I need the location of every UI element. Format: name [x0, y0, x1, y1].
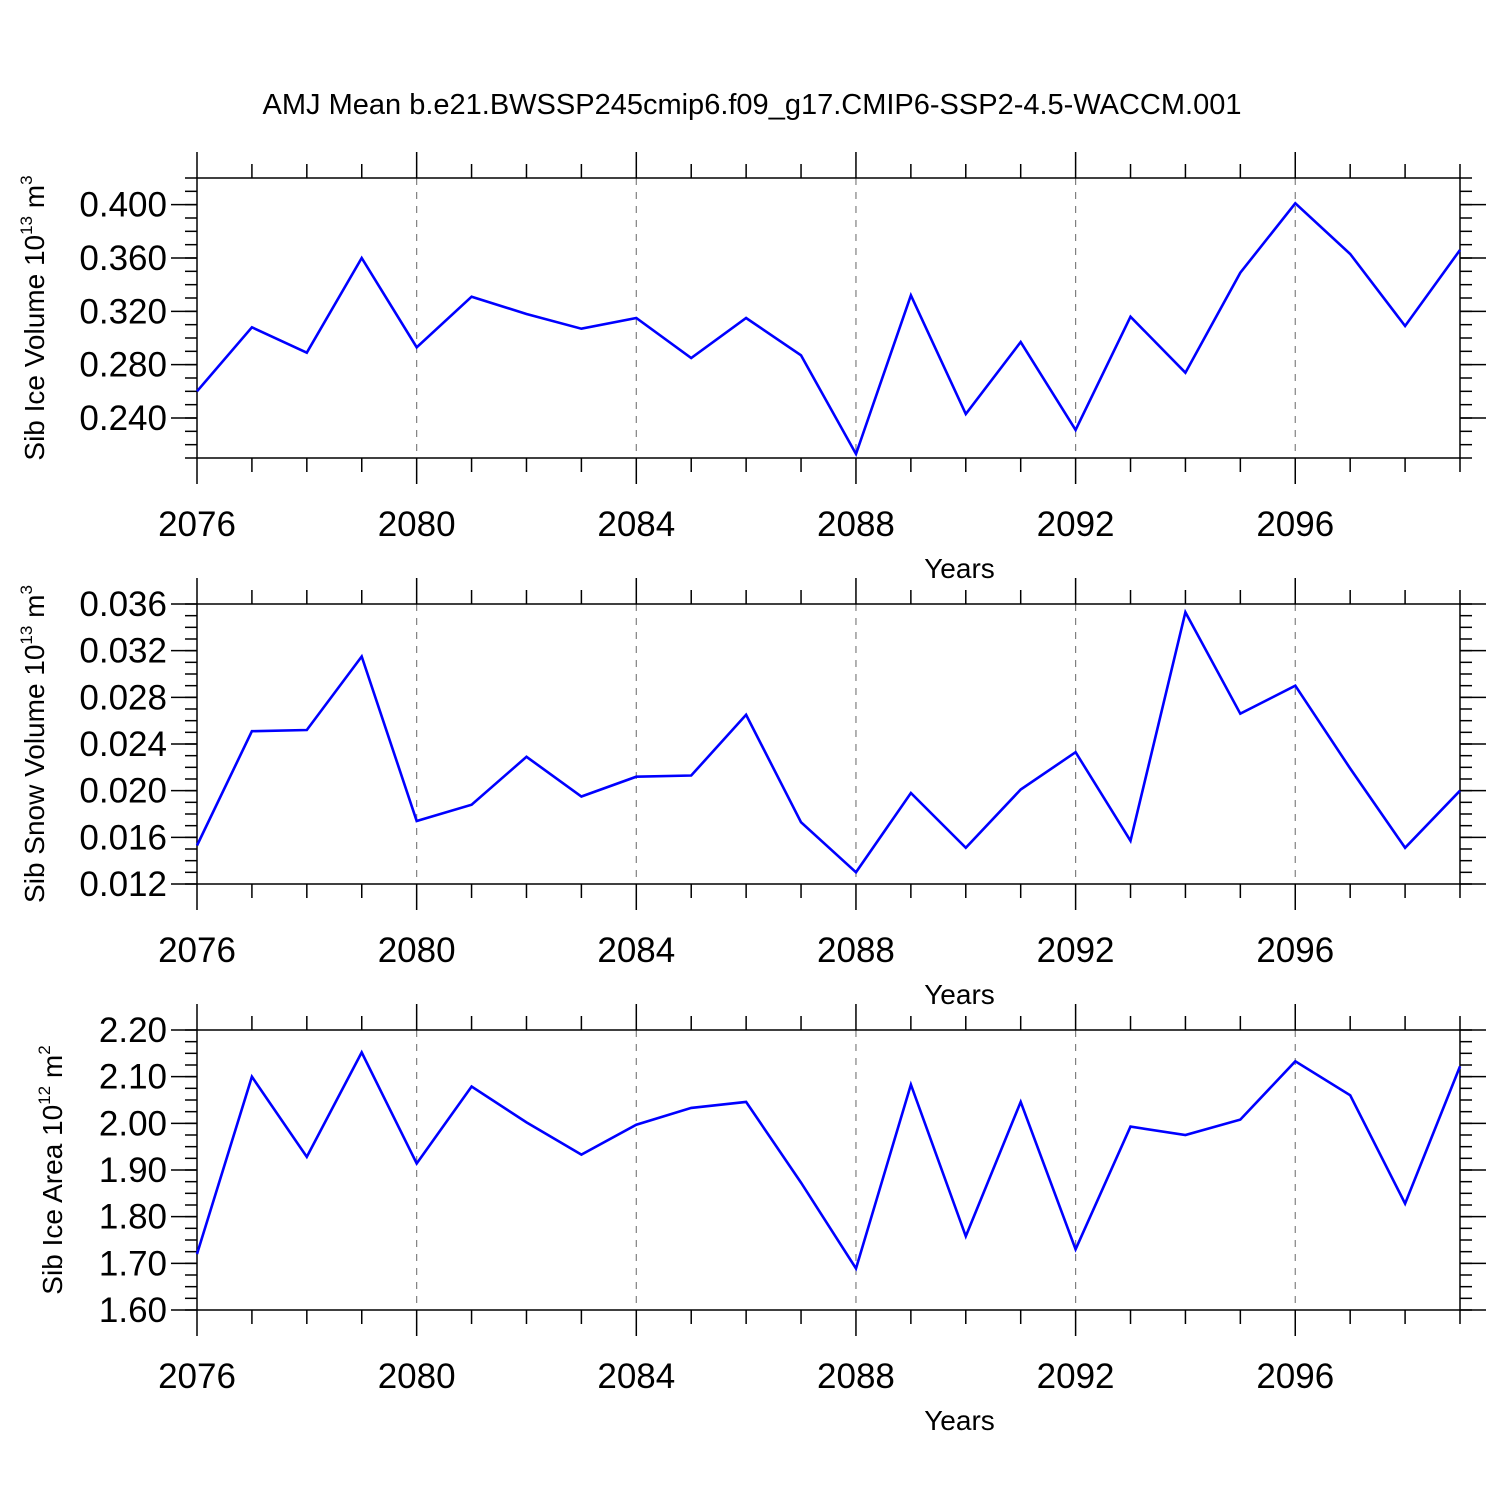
y-tick-label: 1.60	[99, 1291, 167, 1330]
chart-panel-2: 0.012 0.016 0.020 0.024 0.028 0.032 0.036 2076 2…	[17, 578, 1486, 1010]
y-tick-label: 0.280	[79, 346, 167, 385]
x-tick-label: 2080	[378, 1357, 456, 1396]
x-tick-label: 2088	[817, 1357, 895, 1396]
x-axis-title: Years	[924, 979, 995, 1010]
y-tick-label: 0.360	[79, 239, 167, 278]
x-tick-label: 2076	[158, 931, 236, 970]
x-tick-label: 2092	[1037, 1357, 1115, 1396]
chart-panel-1: 0.240 0.280 0.320 0.360 0.400 2076 2080 2084 208…	[17, 152, 1486, 584]
y-tick-label: 0.024	[79, 725, 167, 764]
x-axis-title: Years	[924, 553, 995, 584]
chart-panel-3: 1.60 1.70 1.80 1.90 2.00 2.10 2.20 2076 2080 2084…	[35, 1004, 1486, 1436]
x-axis-title: Years	[924, 1405, 995, 1436]
y-tick-label: 0.240	[79, 399, 167, 438]
y-tick-label: 0.012	[79, 865, 167, 904]
y-tick-label: 0.400	[79, 186, 167, 225]
x-tick-label: 2084	[597, 505, 675, 544]
x-tick-label: 2088	[817, 931, 895, 970]
plot-frame	[196, 603, 1461, 885]
y-axis-title: Sib Ice Area 1012 m2	[35, 1045, 68, 1294]
y-tick-label: 0.320	[79, 292, 167, 331]
series-line	[195, 608, 1461, 875]
x-tick-label: 2096	[1256, 1357, 1334, 1396]
y-tick-label: 1.90	[99, 1151, 167, 1190]
x-tick-label: 2076	[158, 1357, 236, 1396]
y-tick-label: 0.028	[79, 678, 167, 717]
y-tick-label: 2.10	[99, 1058, 167, 1097]
series-line	[196, 201, 1462, 458]
x-tick-label: 2076	[158, 505, 236, 544]
x-tick-label: 2088	[817, 505, 895, 544]
x-tick-label: 2092	[1037, 505, 1115, 544]
x-tick-label: 2084	[597, 1357, 675, 1396]
x-tick-label: 2096	[1256, 931, 1334, 970]
y-tick-label: 0.016	[79, 818, 167, 857]
y-tick-label: 1.80	[99, 1198, 167, 1237]
y-tick-label: 0.032	[79, 632, 167, 671]
x-tick-label: 2080	[378, 505, 456, 544]
x-tick-label: 2092	[1037, 931, 1115, 970]
plot-frame	[196, 1029, 1461, 1311]
x-tick-label: 2084	[597, 931, 675, 970]
y-tick-label: 1.70	[99, 1244, 167, 1283]
plot-frame	[196, 177, 1461, 459]
chart-title: AMJ Mean b.e21.BWSSP245cmip6.f09_g17.CMI…	[263, 89, 1242, 121]
y-tick-label: 2.20	[99, 1011, 167, 1050]
y-tick-label: 0.020	[79, 772, 167, 811]
x-tick-label: 2096	[1256, 505, 1334, 544]
y-tick-label: 2.00	[99, 1104, 167, 1143]
y-axis-title: Sib Ice Volume 1013 m3	[17, 175, 50, 460]
y-axis-title: Sib Snow Volume 1013 m3	[17, 585, 50, 903]
series-line	[195, 1049, 1462, 1272]
x-tick-label: 2080	[378, 931, 456, 970]
y-tick-label: 0.036	[79, 585, 167, 624]
